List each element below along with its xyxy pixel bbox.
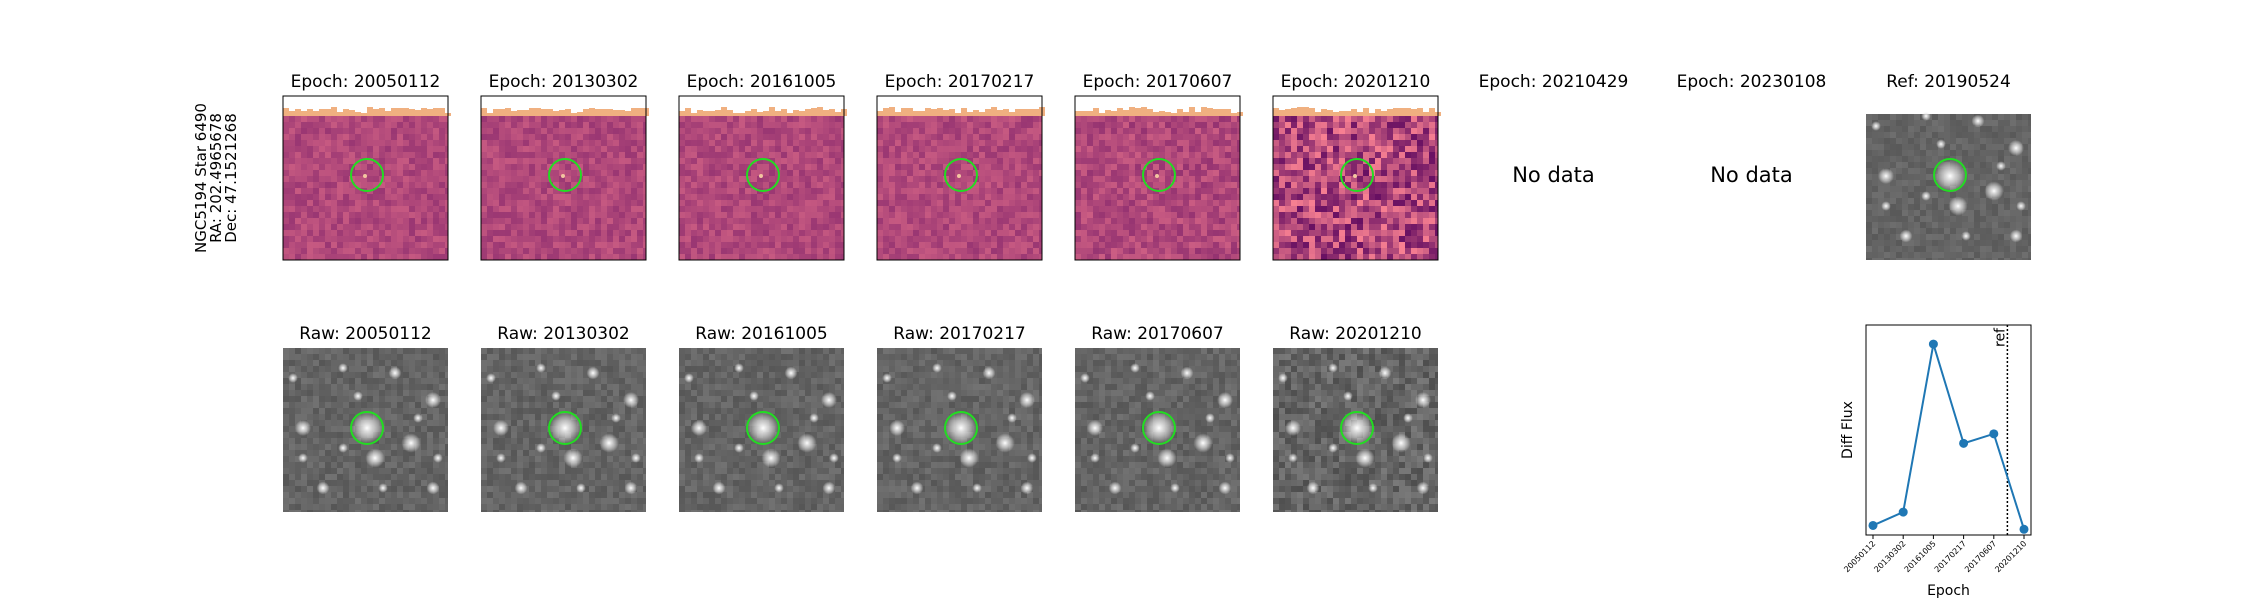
raw-panel: Raw: 20170607 bbox=[1075, 324, 1240, 512]
diff-panel: Epoch: 20170217 bbox=[876, 72, 1045, 261]
star-label-line1: NGC5194 Star 6490 bbox=[192, 103, 210, 253]
raw-panel: Raw: 20201210 bbox=[1273, 324, 1438, 512]
target-circle bbox=[746, 411, 780, 445]
raw-panel-title: Raw: 20130302 bbox=[497, 324, 630, 344]
raw-panel: Raw: 20050112 bbox=[283, 324, 448, 512]
no-data-label: No data bbox=[1512, 163, 1595, 187]
x-tick-label: 20130302 bbox=[1872, 539, 1907, 574]
series-line bbox=[1872, 343, 2025, 530]
data-point bbox=[1898, 507, 1908, 517]
diff-panel-title: Epoch: 20130302 bbox=[489, 72, 639, 92]
diff-panel: Epoch: 20230108 No data bbox=[1677, 72, 1827, 187]
diff-panel-title: Epoch: 20170217 bbox=[885, 72, 1035, 92]
chart-frame bbox=[1865, 324, 2032, 536]
diff-panel: Epoch: 20170607 bbox=[1074, 72, 1243, 261]
data-point bbox=[1928, 339, 1938, 349]
target-circle bbox=[944, 158, 978, 192]
target-circle bbox=[1933, 158, 1967, 192]
diff-panel-frame bbox=[876, 95, 1043, 261]
target-circle bbox=[1142, 411, 1176, 445]
target-circle bbox=[1340, 158, 1374, 192]
diff-panel: Epoch: 20161005 bbox=[678, 72, 847, 261]
diff-panel: Epoch: 20050112 bbox=[282, 72, 451, 261]
diff-panel-frame bbox=[1272, 95, 1439, 261]
diff-panel: Epoch: 20201210 bbox=[1272, 72, 1441, 261]
target-circle bbox=[350, 411, 384, 445]
lightcurve-chart: ref 2005011220130302201610052017021720170… bbox=[1840, 324, 2032, 599]
y-axis-label: Diff Flux bbox=[1840, 401, 1856, 459]
diff-panel-frame bbox=[1074, 95, 1241, 261]
raw-panel-title: Raw: 20170217 bbox=[893, 324, 1026, 344]
diff-panel-title: Epoch: 20050112 bbox=[291, 72, 441, 92]
raw-panel-title: Raw: 20050112 bbox=[299, 324, 432, 344]
diff-panel-title: Epoch: 20230108 bbox=[1677, 72, 1827, 92]
target-circle bbox=[746, 158, 780, 192]
diff-panel: Epoch: 20210429 No data bbox=[1479, 72, 1629, 187]
diff-panel-title: Epoch: 20201210 bbox=[1281, 72, 1431, 92]
data-point bbox=[1989, 429, 1999, 439]
no-data-label: No data bbox=[1710, 163, 1793, 187]
raw-panel-title: Raw: 20170607 bbox=[1091, 324, 1224, 344]
diff-panel: Epoch: 20130302 bbox=[480, 72, 649, 261]
raw-panel: Raw: 20130302 bbox=[481, 324, 646, 512]
x-tick-label: 20170217 bbox=[1933, 539, 1968, 574]
ref-panel-title: Ref: 20190524 bbox=[1886, 72, 2011, 92]
target-circle bbox=[350, 158, 384, 192]
diff-panel-title: Epoch: 20161005 bbox=[687, 72, 837, 92]
diff-panel-frame bbox=[480, 95, 647, 261]
target-circle bbox=[548, 411, 582, 445]
diff-panel-frame bbox=[678, 95, 845, 261]
raw-panel: Raw: 20161005 bbox=[679, 324, 844, 512]
ref-line-label: ref bbox=[1992, 327, 2008, 347]
target-circle bbox=[1340, 411, 1374, 445]
x-tick-label: 20201210 bbox=[1993, 539, 2028, 574]
data-point bbox=[1868, 520, 1878, 530]
star-label-line2: RA: 202.4965678 bbox=[207, 113, 225, 243]
x-tick-label: 20050112 bbox=[1842, 539, 1877, 574]
raw-panel-title: Raw: 20161005 bbox=[695, 324, 828, 344]
x-tick-label: 20170607 bbox=[1963, 539, 1998, 574]
raw-panel: Raw: 20170217 bbox=[877, 324, 1042, 512]
data-point bbox=[2019, 524, 2029, 534]
star-label-line3: Dec: 47.1521268 bbox=[222, 113, 240, 243]
diff-panel-frame bbox=[282, 95, 449, 261]
diff-panel-title: Epoch: 20170607 bbox=[1083, 72, 1233, 92]
x-tick-label: 20161005 bbox=[1903, 539, 1938, 574]
x-axis-label: Epoch bbox=[1927, 583, 1970, 599]
ref-panel: Ref: 20190524 bbox=[1866, 72, 2031, 260]
target-circle bbox=[1142, 158, 1176, 192]
target-circle bbox=[944, 411, 978, 445]
raw-panel-title: Raw: 20201210 bbox=[1289, 324, 1422, 344]
diff-panel-title: Epoch: 20210429 bbox=[1479, 72, 1629, 92]
target-circle bbox=[548, 158, 582, 192]
data-point bbox=[1959, 438, 1969, 448]
